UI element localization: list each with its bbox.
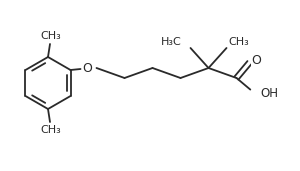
Text: CH₃: CH₃ bbox=[40, 125, 61, 135]
Text: O: O bbox=[251, 54, 261, 67]
Text: OH: OH bbox=[260, 87, 278, 100]
Text: H₃C: H₃C bbox=[161, 37, 182, 47]
Text: O: O bbox=[82, 62, 92, 75]
Text: CH₃: CH₃ bbox=[229, 37, 249, 47]
Text: CH₃: CH₃ bbox=[40, 31, 61, 41]
